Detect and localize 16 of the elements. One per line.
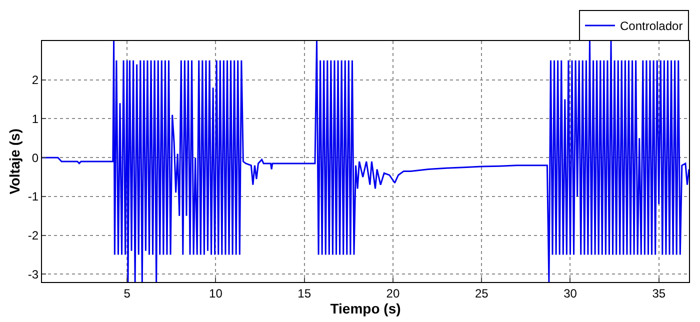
x-tick-label: 20 (386, 286, 400, 300)
y-tick-label: 2 (32, 73, 39, 88)
y-tick-label: 1 (32, 112, 39, 126)
x-tick-label: 10 (209, 286, 223, 300)
x-tick-label: 30 (564, 286, 578, 300)
y-tick-label: -1 (28, 190, 39, 204)
y-tick-label: -2 (28, 228, 39, 243)
x-tick-label: 35 (652, 286, 666, 300)
y-axis-title: Voltaje (s) (6, 128, 23, 194)
x-axis-title: Tiempo (s) (330, 300, 401, 316)
y-tick-label: -3 (28, 267, 39, 282)
y-tick-label: 0 (32, 150, 39, 165)
x-tick-label: 25 (474, 286, 489, 300)
x-tick-label: 5 (124, 286, 131, 300)
x-tick-label: 15 (298, 286, 312, 300)
legend-label: Controlador (620, 19, 683, 34)
